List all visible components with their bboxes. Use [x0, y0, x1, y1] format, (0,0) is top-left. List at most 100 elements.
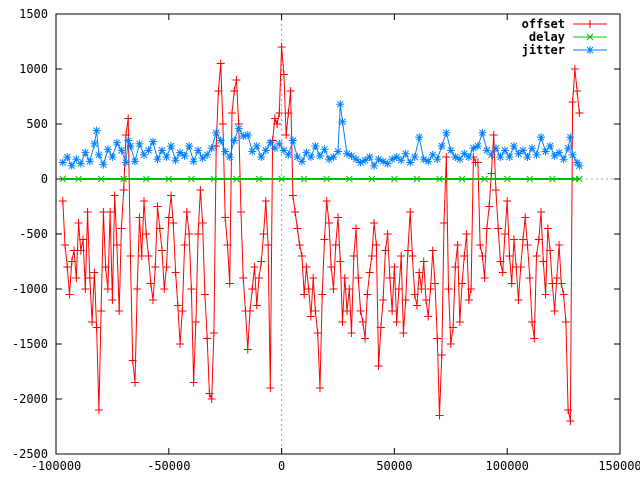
data-point-delay: [210, 175, 218, 183]
data-point-delay: [142, 175, 150, 183]
marker-stroke: [212, 129, 220, 137]
marker-stroke: [158, 147, 166, 154]
data-point-offset: [525, 274, 534, 282]
data-point-offset: [532, 252, 541, 260]
data-point-offset: [498, 268, 507, 277]
marker-stroke: [438, 142, 446, 150]
marker-stroke: [528, 144, 536, 152]
data-point-delay: [233, 175, 240, 183]
marker-stroke: [176, 149, 184, 156]
data-point-jitter: [401, 149, 410, 158]
data-point-delay: [503, 175, 511, 183]
data-point-offset: [311, 307, 320, 315]
data-point-offset: [300, 290, 309, 299]
data-point-jitter: [338, 117, 347, 126]
data-point-offset: [349, 252, 358, 260]
marker-stroke: [560, 155, 567, 163]
marker-stroke: [483, 147, 491, 154]
marker-stroke: [415, 133, 423, 141]
marker-stroke: [257, 153, 265, 161]
data-point-jitter: [234, 124, 243, 133]
data-point-offset: [101, 263, 110, 271]
marker-stroke: [506, 153, 513, 161]
data-point-offset: [397, 252, 406, 260]
data-point-offset: [399, 329, 408, 337]
data-point-offset: [279, 70, 288, 79]
data-point-jitter: [198, 154, 207, 163]
data-point-offset: [449, 323, 458, 332]
data-point-jitter: [487, 150, 496, 159]
data-point-offset: [552, 274, 561, 282]
data-point-offset: [426, 285, 435, 293]
data-point-jitter: [67, 161, 76, 170]
data-point-offset: [453, 241, 462, 249]
data-point-offset: [239, 274, 248, 282]
data-point-jitter: [144, 146, 153, 155]
data-point-jitter: [297, 157, 306, 166]
data-point-offset: [394, 285, 403, 293]
marker-stroke: [86, 158, 94, 165]
marker-stroke: [460, 150, 468, 158]
marker-stroke: [199, 154, 206, 162]
marker-stroke: [188, 175, 195, 183]
data-point-delay: [576, 175, 583, 183]
data-point-jitter: [203, 150, 212, 159]
marker-stroke: [93, 127, 100, 134]
data-point-jitter: [433, 155, 442, 164]
data-point-offset: [119, 186, 128, 194]
y-tick-label: -1000: [12, 282, 48, 296]
data-point-offset: [149, 296, 158, 304]
data-point-offset: [67, 257, 76, 266]
marker-stroke: [433, 155, 441, 163]
data-point-offset: [180, 241, 189, 249]
marker-stroke: [542, 148, 549, 155]
marker-stroke: [339, 118, 346, 126]
marker-stroke: [194, 147, 202, 154]
marker-stroke: [136, 140, 143, 148]
data-point-offset: [196, 186, 205, 194]
marker-stroke: [488, 151, 495, 159]
data-point-offset: [514, 296, 523, 304]
data-point-jitter: [117, 146, 126, 155]
marker-stroke: [352, 155, 360, 163]
data-point-offset: [178, 307, 187, 315]
data-point-offset: [428, 246, 437, 255]
marker-stroke: [429, 151, 437, 159]
data-point-offset: [381, 246, 390, 255]
marker-stroke: [253, 142, 261, 150]
marker-stroke: [255, 175, 263, 183]
data-point-offset: [291, 208, 300, 216]
data-point-offset: [83, 208, 92, 216]
data-point-jitter: [478, 128, 487, 137]
data-point-offset: [236, 208, 245, 216]
marker-stroke: [447, 147, 455, 154]
data-point-offset: [94, 406, 103, 414]
data-point-offset: [133, 285, 142, 293]
data-point-delay: [278, 175, 285, 183]
marker-stroke: [321, 145, 328, 153]
marker-stroke: [172, 156, 179, 164]
data-point-offset: [431, 279, 440, 288]
data-point-offset: [476, 241, 485, 249]
data-point-offset: [539, 257, 548, 266]
data-point-offset: [379, 296, 388, 304]
marker-stroke: [298, 158, 306, 165]
marker-stroke: [348, 152, 355, 160]
marker-stroke: [210, 175, 218, 183]
marker-stroke: [343, 150, 351, 158]
data-point-delay: [436, 175, 443, 183]
data-point-delay: [458, 175, 466, 183]
data-point-offset: [518, 235, 527, 244]
marker-stroke: [262, 147, 270, 154]
series-line-offset: [62, 46, 580, 422]
data-point-offset: [277, 43, 286, 51]
data-point-offset: [266, 384, 275, 392]
x-tick-label: -50000: [147, 459, 190, 473]
marker-stroke: [569, 151, 576, 159]
marker-stroke: [366, 153, 373, 161]
data-point-jitter: [207, 144, 216, 153]
data-point-offset: [169, 219, 178, 227]
data-point-offset: [218, 120, 227, 128]
data-point-jitter: [442, 128, 451, 137]
marker-stroke: [104, 145, 112, 153]
